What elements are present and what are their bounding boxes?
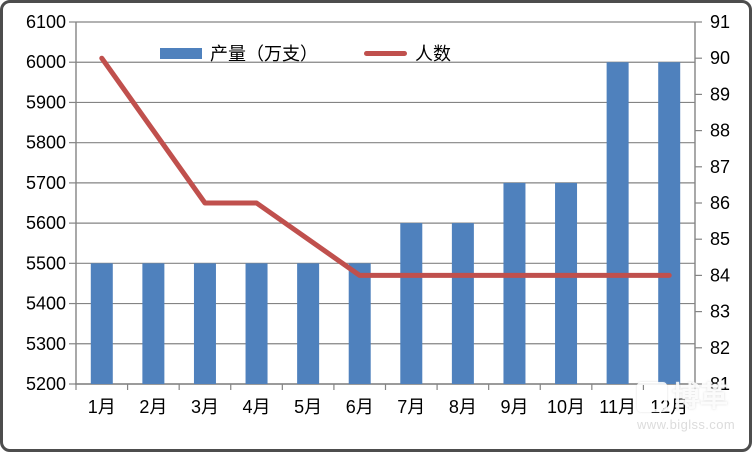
y-left-tick-label: 5500 [26,253,66,273]
legend-line-label: 人数 [415,44,451,64]
x-tick-label: 4月 [243,397,271,417]
y-right-tick-label: 84 [710,265,730,285]
production-bar [90,263,113,384]
y-left-tick-label: 5600 [26,213,66,233]
x-tick-label: 6月 [346,397,374,417]
x-tick-label: 5月 [294,397,322,417]
production-bar [658,62,681,384]
production-bar [400,223,423,384]
y-right-tick-label: 81 [710,374,730,394]
y-right-tick-label: 87 [710,157,730,177]
y-left-tick-label: 5300 [26,334,66,354]
production-bar [348,263,371,384]
x-tick-label: 1月 [88,397,116,417]
y-left-tick-label: 5200 [26,374,66,394]
x-tick-label: 2月 [139,397,167,417]
y-left-tick-label: 6100 [26,12,66,32]
x-tick-label: 9月 [500,397,528,417]
x-tick-label: 12月 [650,397,688,417]
y-left-tick-label: 5400 [26,294,66,314]
y-right-tick-label: 86 [710,193,730,213]
headcount-line [99,55,672,278]
y-right-tick-label: 83 [710,302,730,322]
y-right-tick-label: 88 [710,121,730,141]
production-bar [142,263,165,384]
x-tick-label: 11月 [599,397,636,417]
y-left-tick-label: 6000 [26,52,66,72]
production-bar [606,62,629,384]
y-left-tick-label: 5700 [26,173,66,193]
x-tick-label: 10月 [547,397,585,417]
production-bar [245,263,268,384]
y-right-tick-label: 91 [710,12,730,32]
x-tick-label: 7月 [397,397,425,417]
production-bar [193,263,216,384]
y-left-tick-label: 5800 [26,133,66,153]
y-right-tick-label: 89 [710,84,730,104]
production-bar [555,182,578,384]
x-tick-label: 8月 [449,397,477,417]
legend-line-swatch [364,50,407,56]
production-bar [451,223,474,384]
legend: 产量（万支） 人数 [160,41,451,65]
y-right-tick-label: 85 [710,229,730,249]
x-tick-label: 3月 [191,397,219,417]
production-bar [503,182,526,384]
production-bar [297,263,320,384]
y-right-tick-label: 90 [710,48,730,68]
legend-bar-swatch [160,47,202,59]
legend-bar-label: 产量（万支） [210,44,318,64]
y-left-tick-label: 5900 [26,92,66,112]
y-right-tick-label: 82 [710,338,730,358]
